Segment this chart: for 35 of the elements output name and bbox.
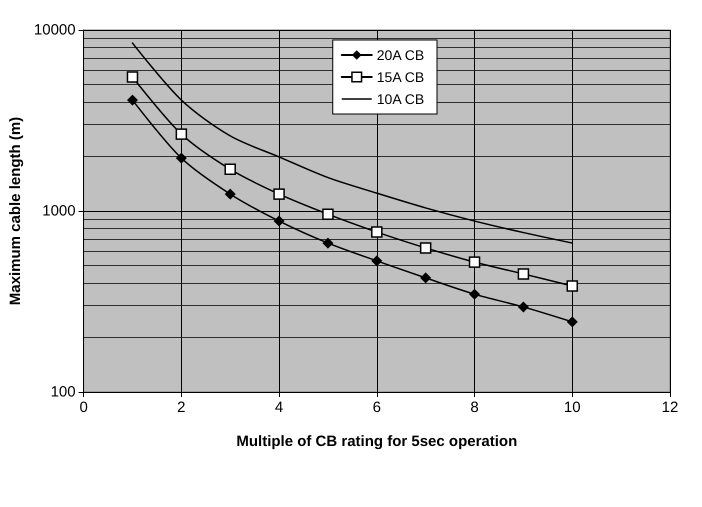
point — [224, 188, 236, 200]
y-tick-label: 1000 — [42, 202, 76, 220]
x-axis-title: Multiple of CB rating for 5sec operation — [236, 433, 518, 450]
x-tick-label: 4 — [274, 399, 284, 416]
point — [518, 268, 530, 280]
point — [420, 272, 432, 284]
x-tick-label: 8 — [470, 399, 479, 416]
point — [566, 316, 578, 328]
point — [322, 238, 334, 249]
y-tick-label: 10000 — [34, 22, 76, 38]
point — [469, 288, 480, 300]
legend-label: 10A CB — [376, 91, 424, 107]
point — [420, 242, 432, 254]
x-tick-label: 12 — [662, 399, 678, 416]
point — [126, 94, 138, 106]
point — [322, 208, 334, 220]
point — [176, 128, 188, 140]
point — [176, 152, 187, 164]
x-tick-label: 0 — [79, 399, 88, 416]
x-tick-label: 6 — [372, 399, 381, 416]
point — [371, 226, 383, 238]
legend-label: 15A CB — [376, 69, 424, 85]
point — [371, 255, 382, 266]
legend-label: 20A CB — [376, 47, 424, 63]
point — [126, 71, 138, 83]
y-tick-label: 100 — [50, 384, 76, 400]
x-tick-label: 10 — [564, 399, 581, 416]
point — [274, 216, 285, 227]
point — [468, 256, 480, 268]
x-tick-label: 2 — [177, 399, 186, 416]
point — [566, 280, 578, 292]
point — [273, 188, 285, 200]
y-axis-title: Maximum cable length (m) — [7, 116, 24, 306]
point — [224, 164, 236, 176]
point — [518, 301, 529, 312]
